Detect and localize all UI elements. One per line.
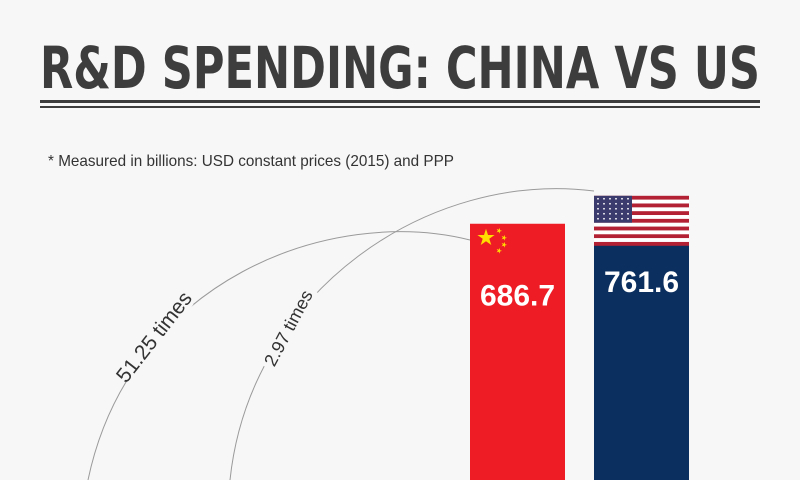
bar-china [470, 223, 565, 480]
china-flag-icon [477, 227, 507, 254]
annotation-2-97: 2.97 times [260, 287, 317, 370]
label-bg [116, 291, 194, 384]
chart-title: R&D SPENDING: CHINA VS US [40, 34, 760, 102]
bar-us [594, 245, 689, 480]
annotation-51-25: 51.25 times [112, 287, 197, 387]
subtitle: * Measured in billions: USD constant pri… [48, 153, 454, 170]
arc-51-25 [87, 231, 471, 480]
value-label-china: 686.7 [480, 280, 555, 313]
title-rule-top [40, 100, 760, 103]
arc-2-97 [229, 188, 595, 480]
us-flag-icon [594, 195, 689, 246]
title-rule-bottom [40, 106, 760, 108]
label-bg [260, 284, 319, 373]
value-label-us: 761.6 [604, 266, 679, 299]
bars: 686.7 761.6 [470, 195, 689, 480]
